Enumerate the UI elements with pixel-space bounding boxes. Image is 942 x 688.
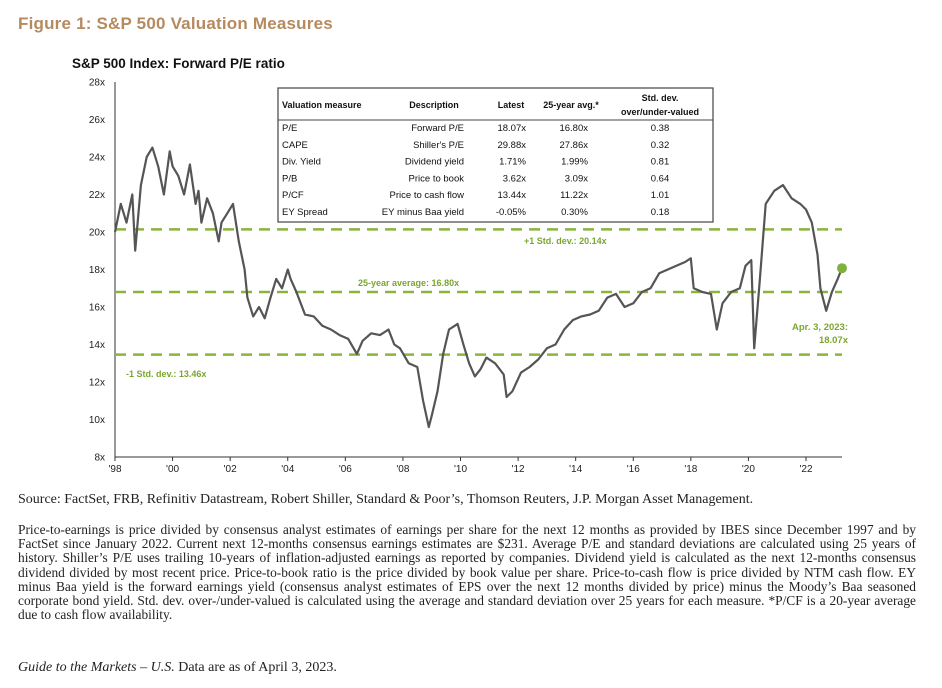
x-tick-label: '22	[799, 464, 812, 475]
table-frame	[277, 87, 714, 223]
table-cell: 0.38	[651, 123, 670, 134]
table-cell: 0.64	[651, 173, 670, 184]
table-header: Std. dev.	[642, 93, 679, 103]
guide-note: Guide to the Markets – U.S. Data are as …	[18, 660, 918, 676]
table-cell: P/B	[282, 173, 297, 184]
table-cell: Price to book	[409, 173, 465, 184]
source-note: Source: FactSet, FRB, Refinitiv Datastre…	[18, 492, 754, 507]
y-tick-label: 24x	[89, 153, 105, 164]
table-header: Latest	[498, 100, 525, 110]
table-cell: 27.86x	[559, 140, 588, 151]
reference-lines	[115, 228, 842, 356]
table-header: Description	[409, 100, 459, 110]
x-tick-label: '08	[396, 464, 409, 475]
table-cell: P/E	[282, 123, 297, 134]
minus-sd-label: -1 Std. dev.: 13.46x	[126, 369, 206, 379]
avg-label: 25-year average: 16.80x	[358, 278, 459, 288]
table-cell: 11.22x	[560, 190, 588, 201]
table-cell: 1.71%	[499, 157, 526, 168]
y-tick-label: 28x	[89, 78, 105, 89]
table-cell: 0.81	[651, 157, 670, 168]
y-tick-label: 8x	[94, 453, 105, 464]
x-tick-label: '12	[512, 464, 525, 475]
table-cell: CAPE	[282, 140, 308, 151]
table-cell: 0.32	[651, 140, 670, 151]
table-cell: Price to cash flow	[390, 190, 465, 201]
x-tick-label: '02	[224, 464, 237, 475]
x-tick-label: '98	[108, 464, 121, 475]
table-header: over/under-valued	[621, 107, 699, 117]
y-tick-label: 16x	[89, 303, 105, 314]
table-cell: 13.44x	[497, 190, 526, 201]
table-cell: 1.99%	[561, 157, 588, 168]
plus-sd-label: +1 Std. dev.: 20.14x	[524, 236, 607, 246]
y-tick-label: 10x	[89, 415, 105, 426]
pe-series-line	[113, 146, 844, 429]
x-axis: '98 '00 '02 '04 '06 '08 '10 '12 '14 '16 '18 '20 '22	[108, 456, 842, 475]
x-tick-label: '10	[454, 464, 467, 475]
figure-title: Figure 1: S&P 500 Valuation Measures	[18, 14, 333, 33]
table-cell: 3.62x	[503, 173, 526, 184]
guide-date: Data are as of April 3, 2023.	[174, 660, 337, 675]
table-cell: -0.05%	[496, 207, 527, 218]
table-cell: Shiller's P/E	[413, 140, 464, 151]
x-tick-label: '06	[339, 464, 352, 475]
y-tick-label: 22x	[89, 190, 105, 201]
table-cell: Div. Yield	[282, 157, 321, 168]
y-tick-label: 14x	[89, 340, 105, 351]
table-cell: 3.09x	[565, 173, 588, 184]
table-cell: EY Spread	[282, 207, 328, 218]
pe-chart: S&P 500 Index: Forward P/E ratio 8x 10x 12…	[72, 56, 849, 475]
y-tick-label: 20x	[89, 228, 105, 239]
table-cell: 18.07x	[497, 123, 526, 134]
table-cell: 29.88x	[497, 140, 526, 151]
x-tick-label: '04	[281, 464, 294, 475]
guide-title: Guide to the Markets – U.S.	[18, 660, 175, 675]
table-header: 25-year avg.*	[543, 100, 599, 110]
table-cell: 16.80x	[559, 123, 588, 134]
valuation-table: Valuation measure Description Latest 25-yea…	[277, 87, 714, 223]
table-cell: EY minus Baa yield	[382, 207, 464, 218]
y-tick-label: 26x	[89, 115, 105, 126]
x-tick-label: '00	[166, 464, 179, 475]
table-cell: 0.30%	[561, 207, 588, 218]
table-cell: Forward P/E	[411, 123, 464, 134]
latest-marker	[837, 263, 847, 274]
latest-label-value: 18.07x	[819, 335, 849, 346]
table-cell: 0.18	[651, 207, 670, 218]
table-cell: P/CF	[282, 190, 304, 201]
y-tick-label: 18x	[89, 265, 105, 276]
x-tick-label: '20	[742, 464, 755, 475]
table-cell: Dividend yield	[405, 157, 464, 168]
x-tick-label: '18	[684, 464, 697, 475]
y-tick-label: 12x	[89, 378, 105, 389]
x-tick-label: '14	[569, 464, 582, 475]
x-tick-label: '16	[627, 464, 640, 475]
chart-title: S&P 500 Index: Forward P/E ratio	[72, 56, 285, 71]
table-cell: 1.01	[651, 190, 670, 201]
table-header: Valuation measure	[282, 100, 362, 110]
methodology-notes: Price-to-earnings is price divided by co…	[18, 522, 916, 623]
latest-label-date: Apr. 3, 2023:	[792, 322, 848, 333]
y-axis: 8x 10x 12x 14x 16x 18x 20x 22x 24x 26x 28x	[89, 78, 116, 464]
